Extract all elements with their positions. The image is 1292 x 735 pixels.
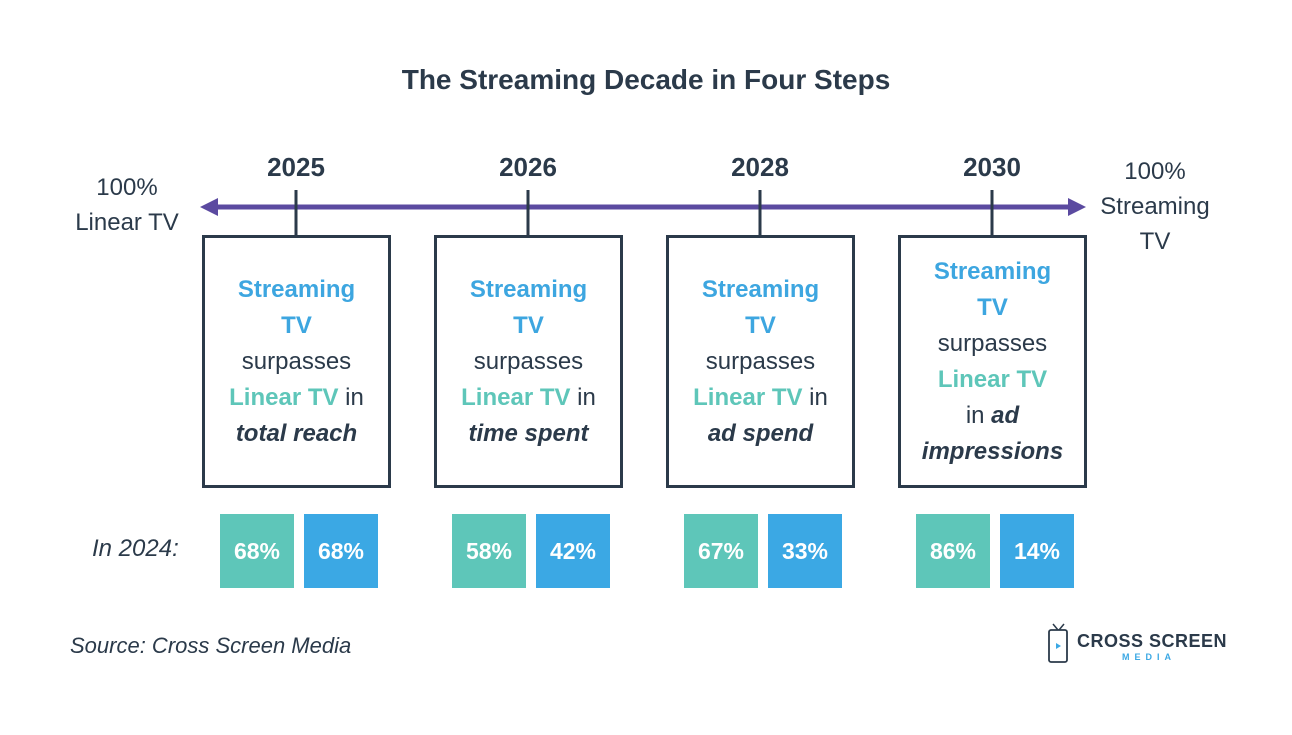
streaming-pct-tile: 14% (1000, 514, 1074, 588)
linear-pct-tile: 86% (916, 514, 990, 588)
chart-title: The Streaming Decade in Four Steps (401, 64, 891, 95)
year-label: 2025 (267, 152, 325, 182)
streaming-pct-tile: 33% (768, 514, 842, 588)
in-2024-label: In 2024: (92, 535, 179, 562)
linear-pct-tile: 68% (220, 514, 294, 588)
logo-wordmark: CROSS SCREEN (1077, 631, 1228, 651)
streaming-pct-tile: 68% (304, 514, 378, 588)
milestone-card: Streaming TV surpasses Linear TV in tota… (202, 235, 391, 488)
linear-pct-tile: 67% (684, 514, 758, 588)
milestone-card: Streaming TV surpasses Linear TV in ad i… (898, 235, 1087, 488)
right-end-label: 100% Streaming TV (1100, 158, 1210, 255)
streaming-pct-tile: 42% (536, 514, 610, 588)
arrow-left-head (200, 198, 218, 216)
logo-subtitle: MEDIA (1122, 652, 1176, 662)
milestone-card: Streaming TV surpasses Linear TV in time… (434, 235, 623, 488)
tv-phone-icon (1048, 623, 1068, 663)
left-end-label: 100% Linear TV (75, 174, 179, 236)
linear-pct-tile: 58% (452, 514, 526, 588)
year-label: 2026 (499, 152, 557, 182)
source-note: Source: Cross Screen Media (70, 633, 352, 658)
year-label: 2028 (731, 152, 789, 182)
milestone-card: Streaming TV surpasses Linear TV in ad s… (666, 235, 855, 488)
year-label: 2030 (963, 152, 1021, 182)
arrow-right-head (1068, 198, 1086, 216)
